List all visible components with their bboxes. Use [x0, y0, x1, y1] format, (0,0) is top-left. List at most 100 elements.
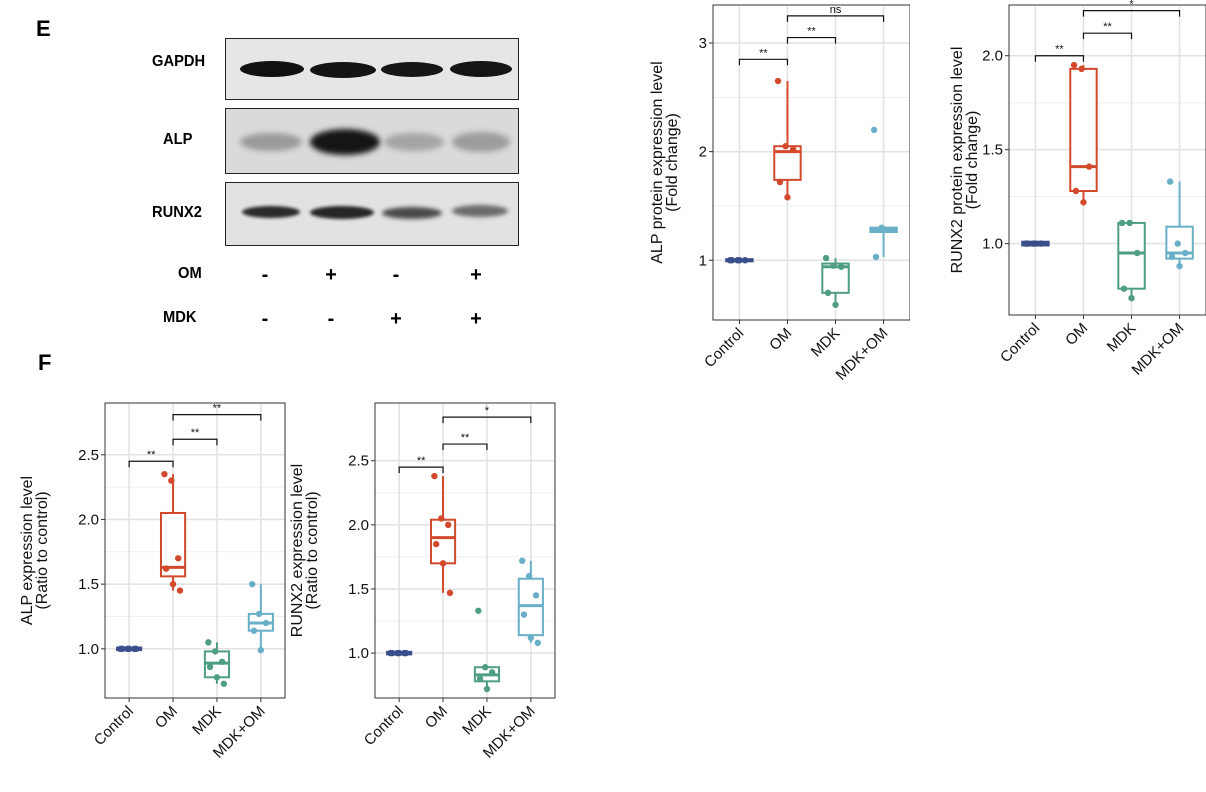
significance-bracket: **: [738, 47, 789, 66]
y-tick-label: 1.0: [78, 641, 99, 658]
bracket-line: [1034, 55, 1085, 62]
data-point: [1120, 285, 1128, 292]
x-tick-label: OM: [766, 325, 795, 354]
data-point: [519, 557, 526, 564]
data-point: [438, 515, 445, 522]
bracket-line: [442, 416, 532, 424]
data-point: [872, 253, 880, 261]
data-point: [789, 146, 797, 153]
box-group: [773, 77, 802, 201]
data-point: [1166, 178, 1174, 185]
condition-label-om: OM: [178, 265, 202, 282]
data-point: [534, 639, 541, 647]
data-point: [205, 639, 212, 646]
significance-bracket: **: [398, 455, 444, 474]
box-group: [473, 607, 501, 693]
chart-alp-protein: 1 2 3 ALP protein expression level(Fold cha…: [649, 4, 910, 384]
blot-band: [242, 206, 300, 218]
condition-sign: -: [261, 264, 269, 286]
data-point: [445, 521, 452, 529]
plot-frame: [104, 402, 286, 699]
chart-runx2-expression: 1.0 1.5 2.0 2.5 RUNX2 expression level(Ratio…: [290, 402, 556, 762]
significance-bracket: *: [1082, 0, 1181, 17]
condition-sign: +: [470, 264, 482, 286]
grid: [105, 403, 285, 698]
significance-bracket: **: [1034, 44, 1085, 62]
bracket-line: [128, 460, 174, 468]
data-point: [431, 472, 438, 480]
data-point: [824, 289, 832, 297]
data-point: [1080, 199, 1087, 206]
bracket-line: [398, 466, 444, 474]
data-point: [249, 580, 256, 588]
y-tick-label: 2.0: [348, 517, 369, 534]
data-point: [476, 675, 484, 682]
data-point: [257, 646, 265, 654]
blot-band: [384, 133, 444, 151]
y-tick-label: 1.0: [348, 645, 369, 662]
data-point: [525, 572, 533, 580]
significance-label: **: [147, 449, 156, 461]
blot-image-alp: [225, 108, 519, 174]
bracket-line: [1082, 32, 1133, 40]
data-point: [206, 663, 214, 671]
x-tick-label: MDK: [459, 703, 495, 739]
box: [821, 262, 850, 294]
significance-label: **: [213, 403, 222, 415]
box-group: [429, 472, 457, 597]
blot-band: [382, 207, 442, 219]
data-point: [776, 178, 784, 186]
bracket-line: [738, 58, 789, 66]
blot-band: [310, 129, 380, 155]
y-axis-label: ALP protein expression level: [649, 61, 666, 264]
x-tick-label: Control: [91, 703, 137, 749]
bracket-line: [1082, 10, 1181, 17]
data-point: [1085, 163, 1093, 170]
box-group: [869, 126, 898, 261]
data-point: [832, 301, 839, 308]
data-point: [220, 680, 228, 687]
x-tick-label: OM: [422, 703, 451, 732]
data-point: [728, 257, 736, 264]
data-point: [774, 77, 782, 85]
data-point: [395, 649, 403, 657]
significance-bracket: *: [442, 405, 532, 424]
y-tick-label: 1.5: [78, 576, 99, 593]
y-axis-label: (Ratio to control): [304, 491, 321, 609]
y-tick-label: 2.5: [348, 453, 369, 470]
data-point: [782, 143, 789, 150]
data-point: [736, 257, 743, 264]
data-point: [262, 619, 270, 627]
x-tick-label: MDK: [808, 325, 844, 361]
condition-label-mdk: MDK: [163, 309, 197, 326]
x-tick-label: OM: [1062, 320, 1091, 349]
box-group: [1117, 219, 1146, 302]
data-point: [255, 610, 263, 618]
data-point: [132, 645, 140, 653]
data-point: [168, 477, 175, 484]
y-tick-label: 1: [699, 252, 707, 269]
significance-label: *: [1129, 0, 1134, 11]
x-tick-label: MDK+OM: [833, 325, 892, 384]
significance-bracket: **: [1082, 21, 1133, 40]
condition-sign: -: [261, 308, 269, 330]
y-tick-label: 2.5: [78, 447, 99, 464]
data-point: [822, 254, 830, 262]
blot-band: [452, 205, 508, 217]
data-point: [527, 634, 535, 641]
data-point: [432, 540, 440, 548]
data-point: [161, 470, 168, 478]
y-tick-label: 3: [699, 35, 707, 52]
data-point: [830, 262, 837, 269]
x-tick-label: MDK: [189, 703, 225, 739]
condition-sign: +: [390, 308, 402, 330]
grid: [1009, 5, 1206, 315]
y-tick-label: 2: [699, 144, 707, 161]
data-point: [483, 685, 491, 693]
data-point: [1072, 187, 1080, 195]
data-point: [784, 194, 791, 201]
box-group: [1165, 178, 1194, 270]
significance-bracket: **: [128, 449, 174, 468]
box-group: [116, 645, 143, 653]
data-point: [175, 555, 182, 562]
